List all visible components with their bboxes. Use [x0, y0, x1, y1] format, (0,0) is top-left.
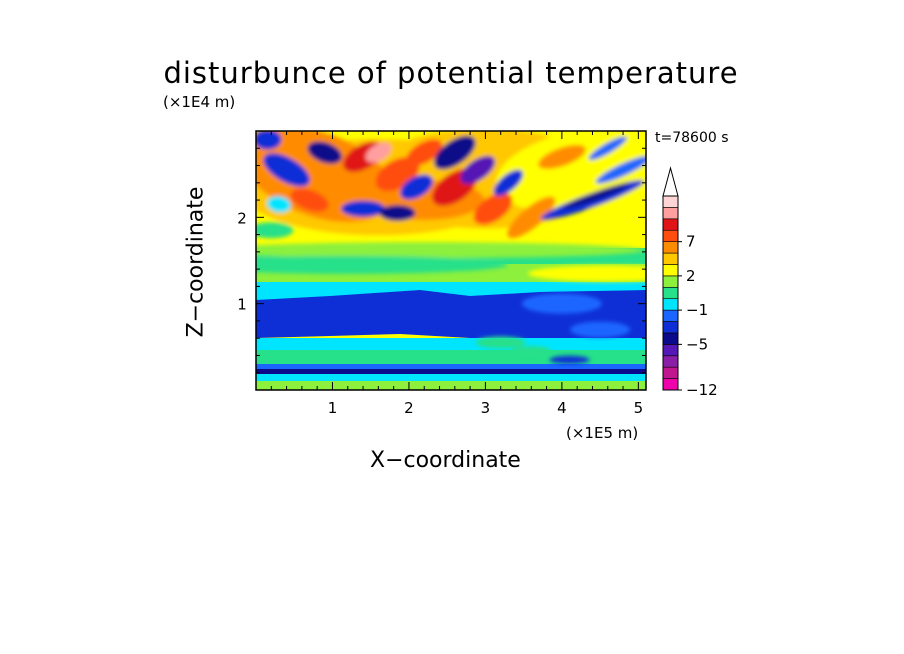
contour-blob	[263, 153, 310, 187]
colorbar-segment	[662, 344, 679, 357]
colorbar-segment	[662, 286, 679, 300]
colorbar-segment	[662, 355, 679, 368]
contour-blob	[563, 183, 630, 209]
colorbar	[662, 166, 679, 391]
contour-blob	[595, 156, 646, 184]
contour-blob	[521, 293, 602, 314]
x-tick-label: 2	[404, 399, 414, 417]
contour-blob	[256, 131, 282, 150]
colorbar-segment	[662, 275, 679, 288]
x-tick-label: 5	[634, 399, 644, 417]
chart-title: disturbunce of potential temperature	[163, 56, 739, 90]
colorbar-segment	[662, 229, 679, 242]
colorbar-segment	[662, 252, 679, 265]
contour-blob	[460, 155, 496, 184]
colorbar-segment	[662, 378, 679, 391]
contour-blob	[511, 346, 552, 357]
field-cyan-lower	[256, 338, 646, 352]
contour-blob	[379, 205, 416, 222]
colorbar-segment	[662, 195, 679, 208]
contour-blob	[475, 336, 526, 349]
contour-blob	[549, 355, 590, 364]
contour-blob	[256, 255, 508, 274]
colorbar-segment	[662, 207, 679, 220]
colorbar-label: 7	[686, 233, 696, 251]
field-cyan-surface	[256, 374, 646, 382]
field-blue-thin	[256, 364, 646, 370]
wave-blobs	[256, 131, 646, 364]
contour-blob	[307, 141, 343, 164]
contour-blob	[588, 136, 627, 161]
contour-blob	[433, 135, 476, 170]
colorbar-segment	[662, 309, 679, 322]
y-tick-label: 2	[237, 209, 247, 227]
x-tick-label: 4	[557, 399, 567, 417]
plot-frame	[255, 130, 647, 391]
colorbar-segment	[662, 321, 679, 334]
contour-blob	[341, 200, 386, 217]
contour-blob	[406, 139, 443, 166]
colorbar-segment	[662, 264, 679, 277]
field-green-lower	[256, 350, 646, 366]
field-dark-surface-band	[256, 369, 646, 374]
contour-blob	[570, 321, 631, 338]
contour-blob	[473, 192, 513, 225]
colorbar-segment	[662, 298, 679, 311]
colorbar-labels: −12−5−127	[678, 233, 718, 399]
colorbar-segment	[662, 332, 679, 345]
colorbar-extend-arrow	[662, 166, 679, 197]
contour-blob	[365, 142, 392, 163]
contour-blob	[493, 169, 524, 196]
contour-blob	[400, 174, 433, 200]
colorbar-segment	[662, 218, 679, 231]
contour-blob	[538, 144, 586, 169]
contour-field	[256, 131, 646, 390]
contour-blob	[507, 196, 556, 239]
x-tick-label: 1	[328, 399, 338, 417]
contour-blob	[256, 222, 294, 239]
x-axis-label: X−coordinate	[370, 448, 521, 473]
contour-blob	[527, 265, 646, 282]
time-label: t=78600 s	[655, 130, 729, 146]
colorbar-label: −5	[686, 335, 708, 353]
axis-ticks	[256, 131, 646, 390]
x-tick-label: 3	[481, 399, 491, 417]
colorbar-label: −1	[686, 301, 708, 319]
x-scale-label: (×1E5 m)	[566, 424, 639, 442]
colorbar-segment	[662, 241, 679, 254]
y-scale-label: (×1E4 m)	[163, 93, 236, 111]
colorbar-label: 2	[686, 267, 696, 285]
field-green-surface	[256, 381, 646, 390]
colorbar-label: −12	[686, 381, 718, 399]
contour-blob	[267, 196, 291, 213]
y-tick-label: 1	[237, 296, 247, 314]
axis-tick-labels: 1 2 3 4 5 1 2	[237, 209, 643, 417]
contour-blob	[256, 242, 645, 259]
contour-blob	[290, 188, 329, 212]
contour-blob	[315, 173, 350, 193]
colorbar-frame	[662, 195, 679, 391]
colorbar-segment	[662, 366, 679, 379]
